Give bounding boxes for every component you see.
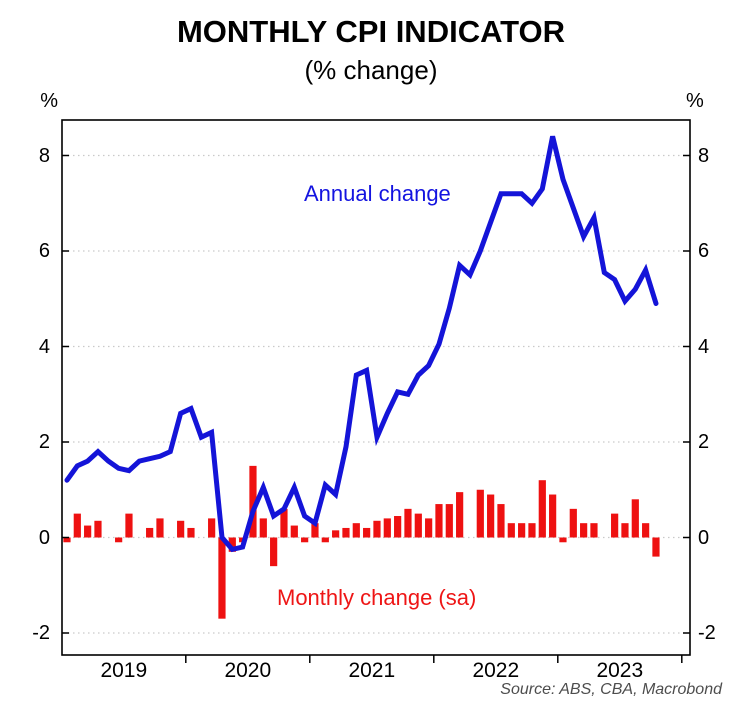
bar-monthly-change (476, 489, 484, 538)
bar-monthly-change (270, 537, 278, 567)
bar-monthly-change (208, 518, 216, 538)
y-axis-label-left: 6 (38, 240, 50, 262)
bar-monthly-change (425, 518, 433, 538)
bar-monthly-change (507, 523, 515, 538)
y-axis-label-right: 0 (698, 526, 710, 549)
bar-monthly-change (177, 520, 185, 538)
bar-monthly-change (218, 537, 226, 619)
bar-monthly-change (621, 523, 629, 538)
y-axis-label-left: -2 (32, 622, 50, 644)
y-axis-label-left: 8 (38, 144, 50, 167)
bar-monthly-change (652, 537, 660, 557)
bar-monthly-change (301, 537, 309, 543)
bar-monthly-change (559, 537, 567, 543)
bar-monthly-change (290, 525, 298, 538)
bar-monthly-change (435, 504, 443, 538)
page-subtitle: (% change) (304, 55, 438, 85)
bar-monthly-change (280, 508, 288, 538)
bar-monthly-change (611, 513, 619, 538)
bar-monthly-change (332, 530, 340, 538)
bar-monthly-change (249, 465, 257, 538)
bar-monthly-change (394, 516, 402, 538)
x-axis-label-year: 2022 (472, 659, 520, 682)
bar-monthly-change (73, 513, 81, 538)
bar-monthly-change (631, 499, 639, 538)
bar-monthly-change (404, 508, 412, 538)
plot-frame (61, 119, 691, 656)
y-axis-label-left: 2 (38, 431, 50, 453)
bar-monthly-change (187, 527, 195, 538)
y-axis-label-left: 4 (38, 335, 50, 358)
bar-monthly-change (487, 494, 495, 538)
line-annual-change (64, 135, 659, 553)
y-axis-unit-left: % (40, 90, 58, 112)
y-axis-label-right: 4 (698, 335, 710, 358)
legend-annual-change: Annual change (304, 181, 451, 206)
bar-monthly-change (352, 523, 360, 538)
source-note: Source: ABS, CBA, Macrobond (500, 681, 722, 698)
y-axis-label-right: -2 (698, 622, 716, 644)
bar-monthly-change (528, 523, 536, 538)
bar-monthly-change (311, 523, 319, 538)
bar-monthly-change (580, 523, 588, 538)
legend-monthly-change: Monthly change (sa) (277, 585, 477, 610)
bar-monthly-change (63, 537, 71, 543)
x-axis-label-year: 2021 (348, 659, 396, 682)
x-axis-label-year: 2019 (100, 659, 148, 682)
bar-monthly-change (363, 527, 371, 538)
bar-monthly-change (373, 520, 381, 538)
bar-monthly-change (115, 537, 123, 543)
y-axis-label-left: 0 (38, 526, 50, 549)
bar-monthly-change (590, 523, 598, 538)
y-axis-label-right: 8 (698, 144, 710, 167)
bar-monthly-change (569, 508, 577, 538)
bar-monthly-change (538, 480, 546, 538)
page-title: MONTHLY CPI INDICATOR (176, 14, 566, 49)
bar-monthly-change (125, 513, 133, 538)
bar-monthly-change (456, 492, 464, 538)
bar-monthly-change (445, 504, 453, 538)
bar-monthly-change (156, 518, 164, 538)
bar-monthly-change (342, 527, 350, 538)
y-axis-label-right: 6 (698, 240, 710, 262)
bar-monthly-change (94, 520, 102, 538)
bar-monthly-change (146, 527, 154, 538)
bar-monthly-change (228, 537, 236, 552)
bar-monthly-change (642, 523, 650, 538)
y-axis-unit-right: % (686, 90, 704, 112)
bar-monthly-change (84, 525, 92, 538)
bar-monthly-change (321, 537, 329, 543)
bar-monthly-change (549, 494, 557, 538)
bar-monthly-change (259, 518, 267, 538)
x-axis-label-year: 2023 (596, 659, 644, 682)
bar-monthly-change (497, 504, 505, 538)
bar-monthly-change (518, 523, 526, 538)
bar-monthly-change (383, 518, 391, 538)
bar-monthly-change (414, 513, 422, 538)
y-axis-label-right: 2 (698, 431, 710, 453)
x-axis-label-year: 2020 (224, 659, 272, 682)
